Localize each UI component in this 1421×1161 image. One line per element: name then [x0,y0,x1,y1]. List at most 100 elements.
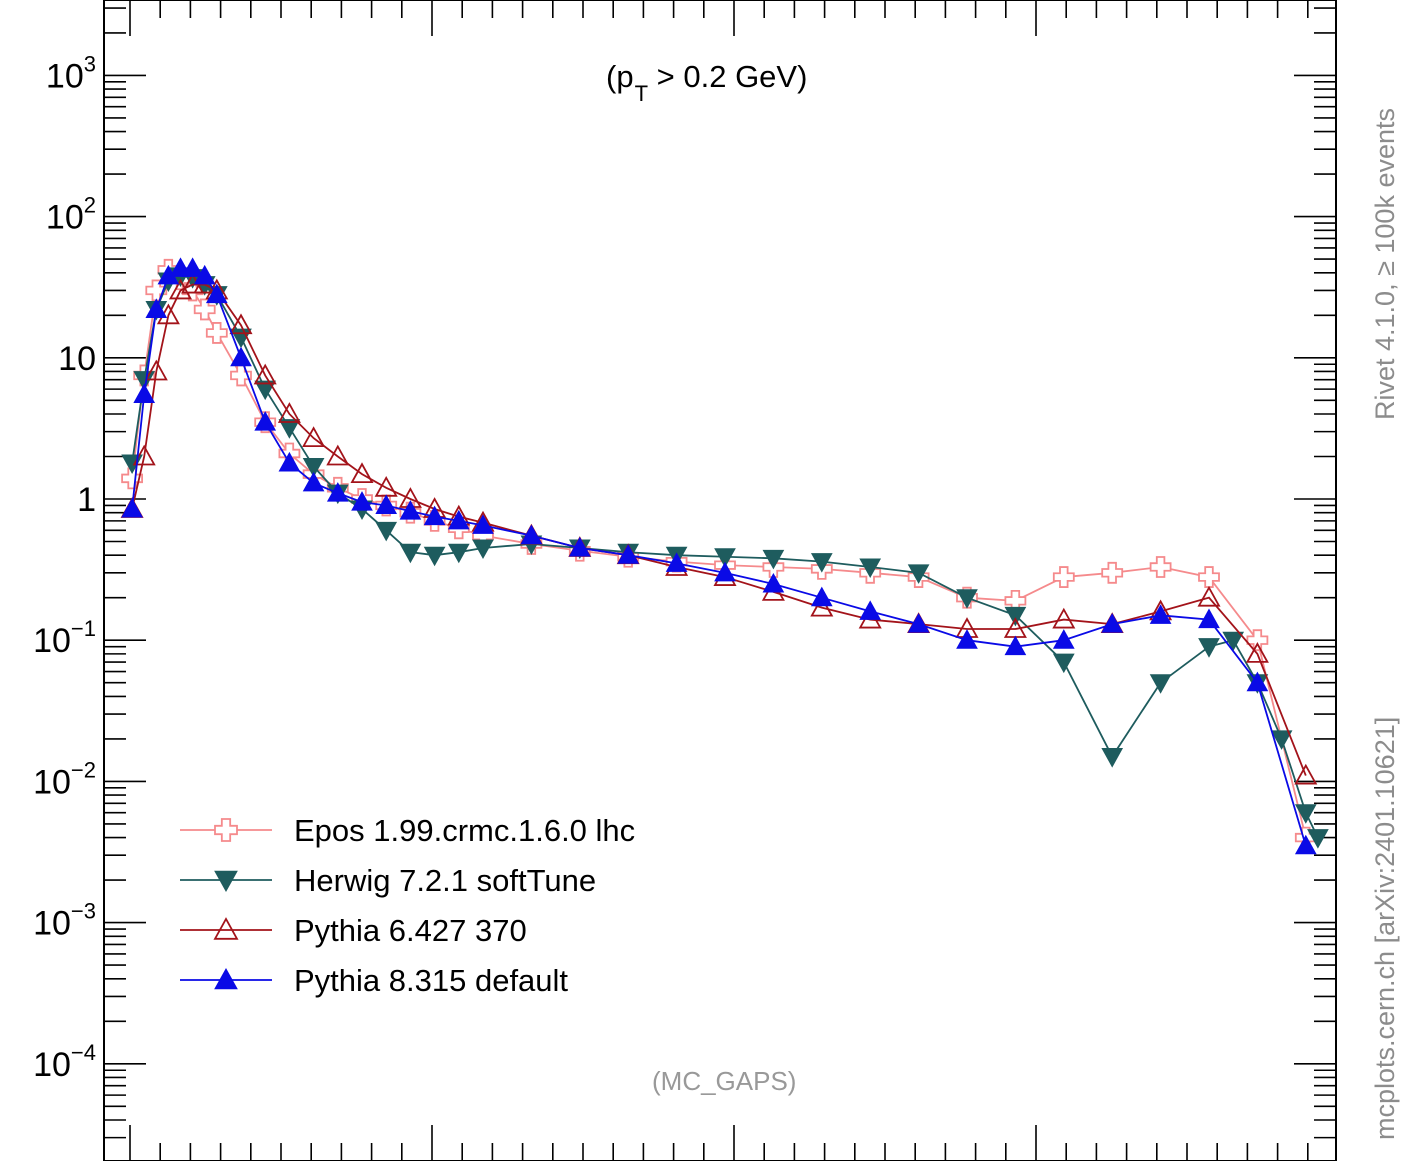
data-point [1198,608,1220,629]
data-point [1052,607,1076,629]
data-point [145,298,168,318]
side-label-rivet: Rivet 4.1.0, ≥ 100k events [1370,108,1400,420]
data-point [714,561,736,582]
data-point [229,313,253,335]
data-point [278,451,301,472]
data-point [423,505,446,526]
legend-entry: Pythia 8.315 default [180,963,568,998]
y-tick-label: 10−4 [33,1040,96,1084]
y-tick-label: 1 [77,481,96,519]
y-axis-ticks [104,7,1336,1139]
y-tick-label: 10−1 [33,616,96,660]
data-point [133,383,156,403]
legend-entry: Epos 1.99.crmc.1.6.0 lhc [180,813,635,848]
chart-title-subscript: T [635,81,648,106]
data-point [472,514,494,534]
data-point [1222,631,1245,652]
y-tick-label: 103 [46,51,96,95]
data-point [1246,671,1269,692]
data-point [375,521,398,542]
data-point [302,471,325,492]
data-point [254,411,277,431]
data-point [907,564,930,584]
data-point [213,917,239,940]
x-axis-ticks [129,0,1309,1161]
data-point [1198,638,1220,658]
data-point [956,589,978,609]
data-point [1149,556,1172,578]
data-point [617,544,640,564]
data-point [278,419,301,439]
data-point [1294,834,1317,855]
data-point [1052,653,1075,674]
data-point [214,870,238,893]
series-2 [121,267,1329,849]
legend-label: Epos 1.99.crmc.1.6.0 lhc [294,813,635,848]
data-point [302,457,325,478]
data-point [181,257,204,277]
data-point [121,497,143,518]
data-point [277,402,301,423]
data-point [302,426,326,447]
data-point [168,278,193,300]
series-layer [120,257,1329,855]
data-point [399,543,422,564]
data-point [230,346,252,367]
data-point [1052,629,1075,649]
legend-label: Pythia 8.315 default [294,963,568,998]
data-point [956,629,978,649]
data-point [350,462,374,484]
data-point [568,536,591,557]
data-point [714,548,736,568]
data-point [447,509,470,530]
data-point [762,549,785,570]
data-point [1101,613,1124,633]
data-point [205,283,228,304]
series-3 [120,272,1318,785]
data-point [762,572,785,593]
data-point [1246,629,1269,652]
side-label-mcplots: mcplots.cern.ch [arXiv:2401.10621] [1370,717,1400,1140]
legend: Epos 1.99.crmc.1.6.0 lhc Herwig 7.2.1 sof… [180,813,635,998]
data-point [810,595,834,617]
y-tick-label: 10 [58,340,96,378]
analysis-watermark: (MC_GAPS) [652,1066,796,1096]
data-point [1307,829,1329,849]
data-point [1052,566,1075,588]
data-point [1197,585,1221,607]
data-point [1149,674,1172,694]
data-point [1101,561,1124,584]
series-line [131,283,1307,776]
data-point [399,500,422,520]
data-point [205,322,228,344]
data-point [132,444,156,466]
data-point [1101,748,1124,768]
y-tick-label: 10−3 [33,899,96,943]
data-point [472,539,494,559]
data-point [193,264,216,285]
data-point [1198,566,1220,588]
legend-label: Herwig 7.2.1 softTune [294,863,596,898]
series-4 [121,257,1317,855]
data-point [810,553,833,573]
data-point [326,444,350,466]
data-point [351,491,373,511]
data-point [1149,604,1172,624]
data-point [810,586,833,607]
data-point [326,482,349,502]
chart-title: (pT > 0.2 GeV) [606,59,807,106]
data-point [254,380,277,401]
data-point [665,552,688,572]
data-point [1294,804,1317,824]
data-point [1004,606,1027,627]
data-point [214,967,238,990]
legend-label: Pythia 6.427 370 [294,913,527,948]
data-point [253,363,277,385]
legend-entry: Pythia 6.427 370 [180,913,527,948]
data-point [230,364,252,387]
data-point [447,543,470,564]
data-point [181,279,204,302]
data-point [907,613,930,633]
y-tick-label: 10−2 [33,757,96,801]
